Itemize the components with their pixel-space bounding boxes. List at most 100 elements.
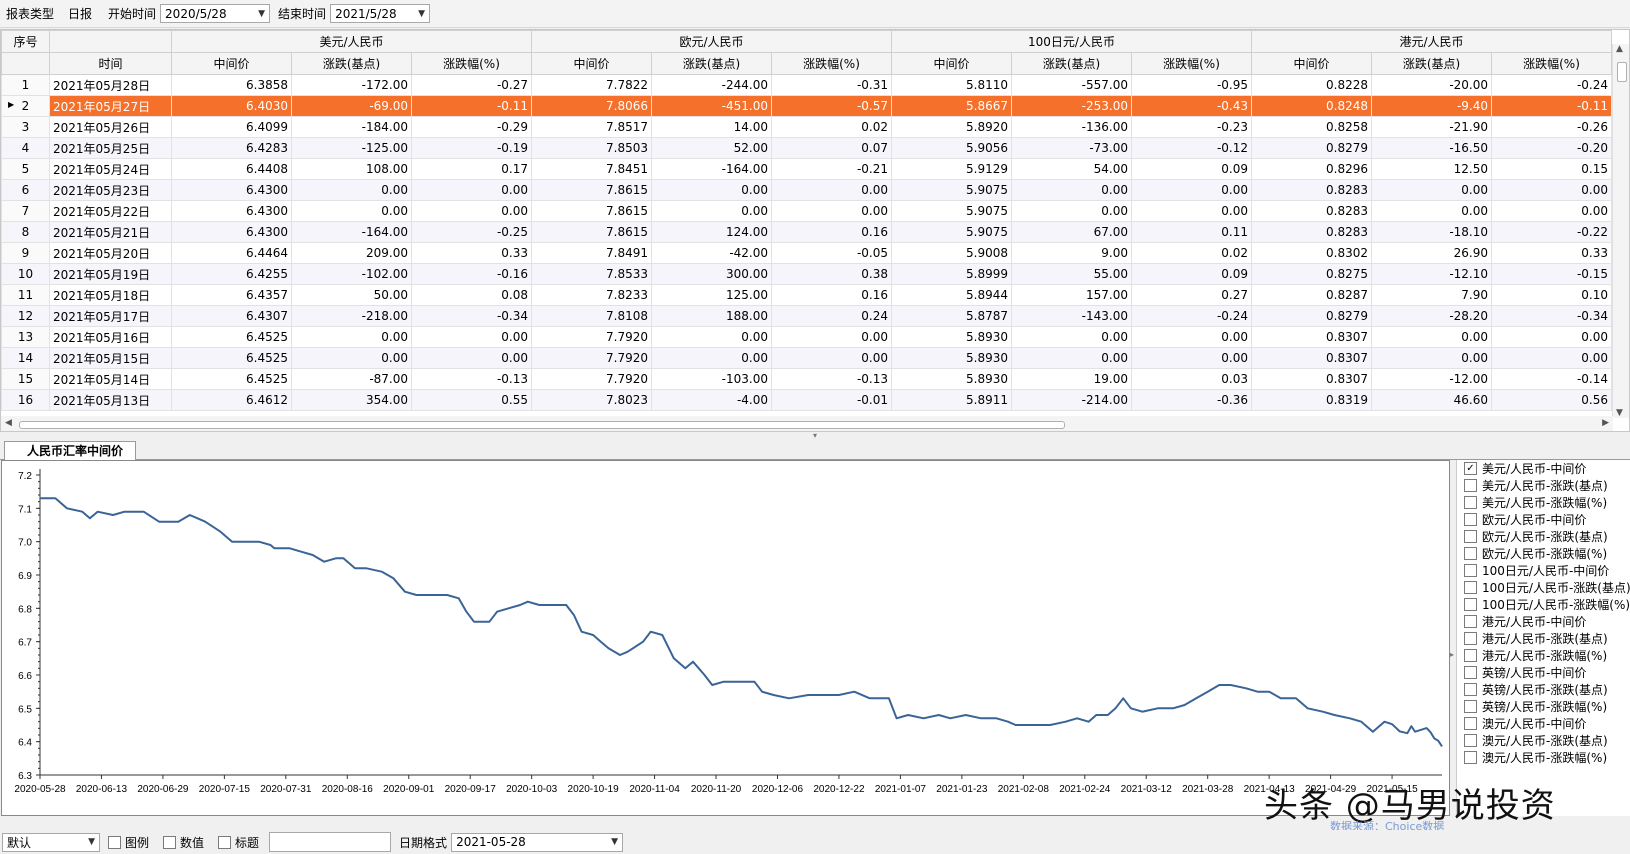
checkbox-icon[interactable] bbox=[1464, 649, 1477, 662]
table-row[interactable]: 16 2021年05月13日 6.4612 354.00 0.55 7.8023 -4.00… bbox=[1, 389, 1612, 411]
value-cell[interactable]: 6.4030 bbox=[171, 95, 292, 117]
value-cell[interactable]: 0.08 bbox=[411, 284, 532, 306]
checkbox-icon[interactable] bbox=[1464, 598, 1477, 611]
date-format-select[interactable]: 2021-05-28 ▼ bbox=[451, 832, 624, 852]
value-cell[interactable]: 0.00 bbox=[651, 347, 772, 369]
value-cell[interactable]: 0.00 bbox=[1011, 179, 1132, 201]
legend-item[interactable]: 港元/人民币-涨跌(基点) bbox=[1457, 630, 1630, 647]
value-cell[interactable]: 0.00 bbox=[771, 326, 892, 348]
legend-item[interactable]: 欧元/人民币-涨跌幅(%) bbox=[1457, 545, 1630, 562]
value-cell[interactable]: 0.8283 bbox=[1251, 221, 1372, 243]
checkbox-icon[interactable] bbox=[1464, 513, 1477, 526]
value-cell[interactable]: 6.4408 bbox=[171, 158, 292, 180]
value-cell[interactable]: -0.34 bbox=[411, 305, 532, 327]
value-cell[interactable]: 6.4307 bbox=[171, 305, 292, 327]
template-select[interactable]: 默认 ▼ bbox=[2, 832, 100, 852]
legend-item[interactable]: 澳元/人民币-中间价 bbox=[1457, 715, 1630, 732]
col-header[interactable]: 涨跌(基点) bbox=[1371, 52, 1492, 75]
value-cell[interactable]: 26.90 bbox=[1371, 242, 1492, 264]
value-cell[interactable]: 46.60 bbox=[1371, 389, 1492, 411]
checkbox-icon[interactable] bbox=[1464, 615, 1477, 628]
value-cell[interactable]: 0.33 bbox=[411, 242, 532, 264]
value-cell[interactable]: 0.00 bbox=[771, 179, 892, 201]
value-cell[interactable]: 0.00 bbox=[291, 347, 412, 369]
value-cell[interactable]: -0.14 bbox=[1491, 368, 1612, 390]
value-cell[interactable]: 0.00 bbox=[1491, 179, 1612, 201]
value-cell[interactable]: -12.00 bbox=[1371, 368, 1492, 390]
date-cell[interactable]: 2021年05月25日 bbox=[49, 137, 172, 159]
value-cell[interactable]: 0.8307 bbox=[1251, 347, 1372, 369]
checkbox-icon[interactable] bbox=[1464, 479, 1477, 492]
table-row[interactable]: 9 2021年05月20日 6.4464 209.00 0.33 7.8491 -42.00… bbox=[1, 242, 1612, 264]
value-cell[interactable]: 5.8920 bbox=[891, 116, 1012, 138]
value-cell[interactable]: 0.8258 bbox=[1251, 116, 1372, 138]
value-cell[interactable]: 5.8930 bbox=[891, 368, 1012, 390]
value-cell[interactable]: 0.03 bbox=[1131, 368, 1252, 390]
col-header[interactable]: 中间价 bbox=[891, 52, 1012, 75]
value-cell[interactable]: 0.00 bbox=[651, 179, 772, 201]
col-header[interactable]: 涨跌幅(%) bbox=[1491, 52, 1612, 75]
value-cell[interactable]: -0.29 bbox=[411, 116, 532, 138]
value-cell[interactable]: 6.4525 bbox=[171, 368, 292, 390]
date-cell[interactable]: 2021年05月20日 bbox=[49, 242, 172, 264]
value-cell[interactable]: -125.00 bbox=[291, 137, 412, 159]
row-index-cell[interactable]: 7 bbox=[1, 200, 50, 222]
row-index-cell[interactable]: 12 bbox=[1, 305, 50, 327]
value-cell[interactable]: 0.16 bbox=[771, 221, 892, 243]
row-index-cell[interactable]: 9 bbox=[1, 242, 50, 264]
value-cell[interactable]: 5.9075 bbox=[891, 179, 1012, 201]
table-row[interactable]: 14 2021年05月15日 6.4525 0.00 0.00 7.7920 0.00 0.0… bbox=[1, 347, 1612, 369]
value-cell[interactable]: 6.4255 bbox=[171, 263, 292, 285]
col-header[interactable]: 涨跌(基点) bbox=[291, 52, 412, 75]
table-row[interactable]: 5 2021年05月24日 6.4408 108.00 0.17 7.8451 -164.0… bbox=[1, 158, 1612, 180]
legend-item[interactable]: 英镑/人民币-涨跌(基点) bbox=[1457, 681, 1630, 698]
value-cell[interactable]: 7.8503 bbox=[531, 137, 652, 159]
checkbox-icon[interactable] bbox=[1464, 751, 1477, 764]
value-cell[interactable]: -244.00 bbox=[651, 74, 772, 96]
row-index-cell[interactable]: 13 bbox=[1, 326, 50, 348]
col-header[interactable]: 涨跌幅(%) bbox=[411, 52, 532, 75]
value-cell[interactable]: 0.00 bbox=[1491, 326, 1612, 348]
table-row[interactable]: 12 2021年05月17日 6.4307 -218.00 -0.34 7.8108 188… bbox=[1, 305, 1612, 327]
value-cell[interactable]: -73.00 bbox=[1011, 137, 1132, 159]
value-cell[interactable]: -184.00 bbox=[291, 116, 412, 138]
value-cell[interactable]: 7.8233 bbox=[531, 284, 652, 306]
value-cell[interactable]: -0.43 bbox=[1131, 95, 1252, 117]
checkbox-icon[interactable] bbox=[218, 835, 232, 849]
value-cell[interactable]: -172.00 bbox=[291, 74, 412, 96]
value-cell[interactable]: -28.20 bbox=[1371, 305, 1492, 327]
date-cell[interactable]: 2021年05月15日 bbox=[49, 347, 172, 369]
value-cell[interactable]: 67.00 bbox=[1011, 221, 1132, 243]
row-index-cell[interactable]: 3 bbox=[1, 116, 50, 138]
splitter[interactable]: ▾ bbox=[0, 432, 1630, 440]
value-cell[interactable]: 7.8517 bbox=[531, 116, 652, 138]
value-cell[interactable]: 0.00 bbox=[1491, 200, 1612, 222]
date-cell[interactable]: 2021年05月17日 bbox=[49, 305, 172, 327]
chevron-down-icon[interactable]: ▼ bbox=[418, 8, 426, 19]
legend-item[interactable]: 欧元/人民币-涨跌(基点) bbox=[1457, 528, 1630, 545]
value-cell[interactable]: -0.16 bbox=[411, 263, 532, 285]
checkbox-icon[interactable] bbox=[1464, 700, 1477, 713]
value-cell[interactable]: 0.8302 bbox=[1251, 242, 1372, 264]
value-cell[interactable]: 7.7920 bbox=[531, 347, 652, 369]
row-index-cell[interactable]: 4 bbox=[1, 137, 50, 159]
value-cell[interactable]: -0.20 bbox=[1491, 137, 1612, 159]
checkbox-icon[interactable] bbox=[1464, 683, 1477, 696]
value-cell[interactable]: 7.7920 bbox=[531, 368, 652, 390]
idx-header[interactable]: 序号 bbox=[1, 30, 50, 53]
value-cell[interactable]: 6.3858 bbox=[171, 74, 292, 96]
value-cell[interactable]: 188.00 bbox=[651, 305, 772, 327]
value-cell[interactable]: 0.8283 bbox=[1251, 200, 1372, 222]
date-cell[interactable]: 2021年05月24日 bbox=[49, 158, 172, 180]
value-cell[interactable]: 0.11 bbox=[1131, 221, 1252, 243]
value-cell[interactable]: 0.8307 bbox=[1251, 368, 1372, 390]
value-cell[interactable]: 0.8296 bbox=[1251, 158, 1372, 180]
legend-item[interactable]: 澳元/人民币-涨跌幅(%) bbox=[1457, 749, 1630, 766]
value-cell[interactable]: 0.8279 bbox=[1251, 137, 1372, 159]
value-cell[interactable]: 0.38 bbox=[771, 263, 892, 285]
table-row[interactable]: 6 2021年05月23日 6.4300 0.00 0.00 7.8615 0.00 0.00… bbox=[1, 179, 1612, 201]
value-cell[interactable]: -0.95 bbox=[1131, 74, 1252, 96]
col-header[interactable]: 中间价 bbox=[1251, 52, 1372, 75]
value-cell[interactable]: 5.9056 bbox=[891, 137, 1012, 159]
value-cell[interactable]: -0.25 bbox=[411, 221, 532, 243]
